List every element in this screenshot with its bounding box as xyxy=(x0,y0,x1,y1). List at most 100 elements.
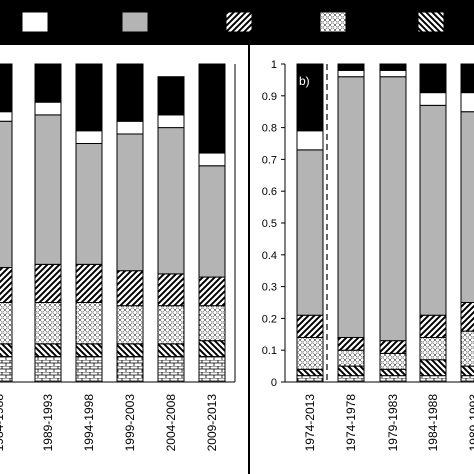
bar-b-1984-1988-crosshatch xyxy=(419,336,447,361)
bar-a-1984-1988-hatch-right xyxy=(0,343,13,358)
y-tick-label: 0.1 xyxy=(262,345,277,357)
category-label-a: 2009-2013 xyxy=(205,394,219,452)
category-label-a: 1984-1988 xyxy=(0,394,6,452)
bar-a-1984-1988-grey xyxy=(0,120,13,269)
bar-b-1984-1988-hatch-right xyxy=(419,359,447,377)
bar-a-2004-2008-hatch-right xyxy=(157,343,185,358)
bar-a-1999-2003-black xyxy=(116,63,144,122)
bar-b-1974-1978-black xyxy=(337,63,365,71)
legend-swatch-grey xyxy=(121,11,149,33)
bar-b-1989-1993-white xyxy=(460,92,474,113)
panel-b: 0 0.1 0.2 0.3 0.4 0.5 0.6 0.7 0.8 0.9 1 1974-2013 1… xyxy=(262,59,474,451)
category-label-b: 1974-2013 xyxy=(303,394,317,452)
bar-b-1974-2013-hatch-left xyxy=(296,314,324,338)
bar-b-1984-1988-brick xyxy=(419,375,447,383)
bar-a-1994-1998-hatch-left xyxy=(75,263,103,303)
bar-b-1974-2013-brick xyxy=(296,375,324,383)
bar-a-1984-1988-white xyxy=(0,111,13,122)
bar-a-1999-2003-brick xyxy=(116,356,144,383)
bar-a-2009-2013-white xyxy=(198,152,226,167)
bar-b-1979-1983-black xyxy=(379,63,407,71)
bar-a-2004-2008-white xyxy=(157,114,185,129)
bar-a-1999-2003-hatch-left xyxy=(116,270,144,307)
bar-b-1979-1983-white xyxy=(379,69,407,78)
bar-b-1974-1978-crosshatch xyxy=(337,349,365,367)
bar-b-1989-1993-hatch-left xyxy=(460,302,474,332)
bar-a-1989-1993-white xyxy=(34,101,62,116)
bar-b-1974-2013-white xyxy=(296,130,324,151)
bar-b-1989-1993-hatch-right xyxy=(460,365,474,377)
bar-b-1989-1993-grey xyxy=(460,111,474,303)
bar-a-1999-2003-white xyxy=(116,120,144,135)
bar-a-1994-1998-hatch-right xyxy=(75,343,103,358)
category-label-b: 1974-1978 xyxy=(344,394,358,452)
bar-a-2004-2008-brick xyxy=(157,356,185,383)
bar-a-2004-2008-grey xyxy=(157,127,185,275)
panel-b-label: b) xyxy=(299,74,310,88)
bar-a-1994-1998-white xyxy=(75,130,103,144)
bar-a-2009-2013-hatch-right xyxy=(198,340,226,358)
bar-b-1989-1993-black xyxy=(460,63,474,94)
bar-b-1974-2013-grey xyxy=(296,149,324,316)
y-tick-label: 0.6 xyxy=(262,186,277,198)
bar-b-1974-2013-black xyxy=(296,63,324,132)
bar-b-1979-1983-crosshatch xyxy=(379,352,407,370)
legend xyxy=(0,0,474,45)
bar-a-1999-2003-hatch-right xyxy=(116,343,144,358)
legend-swatch-hatch-right xyxy=(417,11,445,33)
y-tick-label: 0.5 xyxy=(262,218,277,230)
bar-b-1979-1983-brick xyxy=(379,375,407,383)
bar-a-1989-1993-hatch-right xyxy=(34,343,62,358)
bar-b-1979-1983-hatch-right xyxy=(379,368,407,377)
bar-a-1994-1998-grey xyxy=(75,143,103,265)
category-label-a: 1999-2003 xyxy=(123,394,137,452)
category-label-b: 1989-1993 xyxy=(467,394,474,452)
y-tick-label: 0.2 xyxy=(262,313,277,325)
bar-a-2009-2013-crosshatch xyxy=(198,305,226,342)
bar-a-1994-1998-black xyxy=(75,63,103,132)
bar-a-1989-1993-crosshatch xyxy=(34,302,62,345)
bar-b-1974-2013-hatch-right xyxy=(296,368,324,377)
bar-a-1999-2003-crosshatch xyxy=(116,305,144,345)
bar-b-1974-1978-hatch-right xyxy=(337,365,365,377)
bar-b-1974-2013-crosshatch xyxy=(296,336,324,370)
bar-a-1999-2003-grey xyxy=(116,133,144,272)
category-label-a: 2004-2008 xyxy=(164,394,178,452)
bar-a-2004-2008-crosshatch xyxy=(157,305,185,345)
legend-swatch-crosshatch xyxy=(319,11,347,33)
bar-a-1989-1993-hatch-left xyxy=(34,263,62,303)
y-tick-label: 1 xyxy=(271,59,277,71)
bar-a-1984-1988-hatch-left xyxy=(0,267,13,303)
bar-b-1974-1978-grey xyxy=(337,76,365,338)
panel-a: 1984-1988 1989-1993 1994-1998 1999-2003 2004… xyxy=(0,63,236,452)
category-label-a: 1989-1993 xyxy=(41,394,55,452)
bar-b-1974-1978-hatch-left xyxy=(337,336,365,351)
y-tick-label: 0.7 xyxy=(262,154,277,166)
category-label-b: 1979-1983 xyxy=(386,394,400,452)
bar-a-1984-1988-black xyxy=(0,63,13,113)
category-label-b: 1984-1988 xyxy=(426,394,440,452)
bar-a-1994-1998-crosshatch xyxy=(75,302,103,345)
bar-a-2009-2013-black xyxy=(198,63,226,154)
bar-a-2004-2008-hatch-left xyxy=(157,273,185,307)
bar-b-1984-1988-white xyxy=(419,92,447,106)
bar-b-1984-1988-black xyxy=(419,63,447,94)
bar-a-1984-1988-brick xyxy=(0,356,13,383)
bar-a-1989-1993-grey xyxy=(34,114,62,265)
category-label-a: 1994-1998 xyxy=(82,394,96,452)
y-tick-label: 0 xyxy=(271,377,277,389)
bar-b-1984-1988-hatch-left xyxy=(419,314,447,338)
y-tick-label: 0.4 xyxy=(262,250,277,262)
bar-a-1994-1998-brick xyxy=(75,356,103,383)
y-tick-label: 0.3 xyxy=(262,282,277,294)
legend-swatch-hatch-left xyxy=(225,11,253,33)
y-tick-label: 0.8 xyxy=(262,123,277,135)
bar-a-2009-2013-grey xyxy=(198,165,226,278)
y-tick-label: 0.9 xyxy=(262,91,277,103)
bar-b-1989-1993-brick xyxy=(460,375,474,383)
bar-a-1984-1988-crosshatch xyxy=(0,302,13,345)
bar-b-1989-1993-crosshatch xyxy=(460,330,474,367)
legend-swatch-white xyxy=(21,11,49,33)
bar-b-1979-1983-grey xyxy=(379,76,407,342)
